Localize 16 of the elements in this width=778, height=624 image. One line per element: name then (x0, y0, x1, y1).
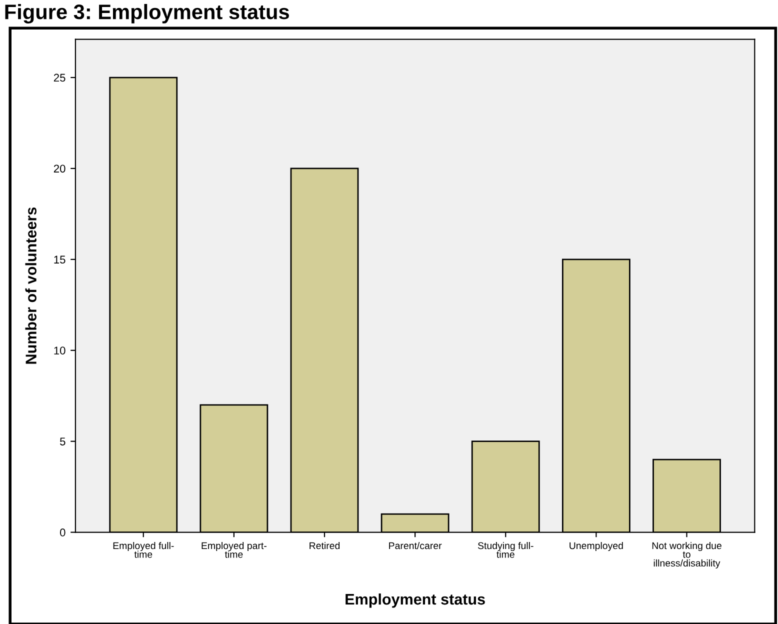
x-axis-title: Employment status (346, 593, 485, 608)
chart-title: Figure 3: Employment status (5, 4, 289, 24)
x-tick-label: Studying full- time (478, 542, 534, 558)
x-tick-label: Employed full- time (113, 542, 174, 558)
x-tick-label: Unemployed (570, 542, 623, 552)
y-tick-label: 10 (54, 346, 66, 355)
x-tick-label: Parent/carer (389, 542, 442, 550)
y-tick-label: 15 (54, 256, 66, 264)
x-tick-label: Not working due to illness/disability (652, 542, 722, 568)
x-tick-label: Employed part- time (202, 542, 266, 558)
y-axis-title: Number of volunteers (25, 207, 36, 364)
y-tick-label: 0 (60, 528, 66, 536)
y-tick-label: 20 (54, 164, 66, 173)
y-tick-label: 5 (60, 438, 66, 446)
y-tick-label: 25 (54, 74, 66, 82)
x-tick-label: Retired (310, 542, 340, 550)
